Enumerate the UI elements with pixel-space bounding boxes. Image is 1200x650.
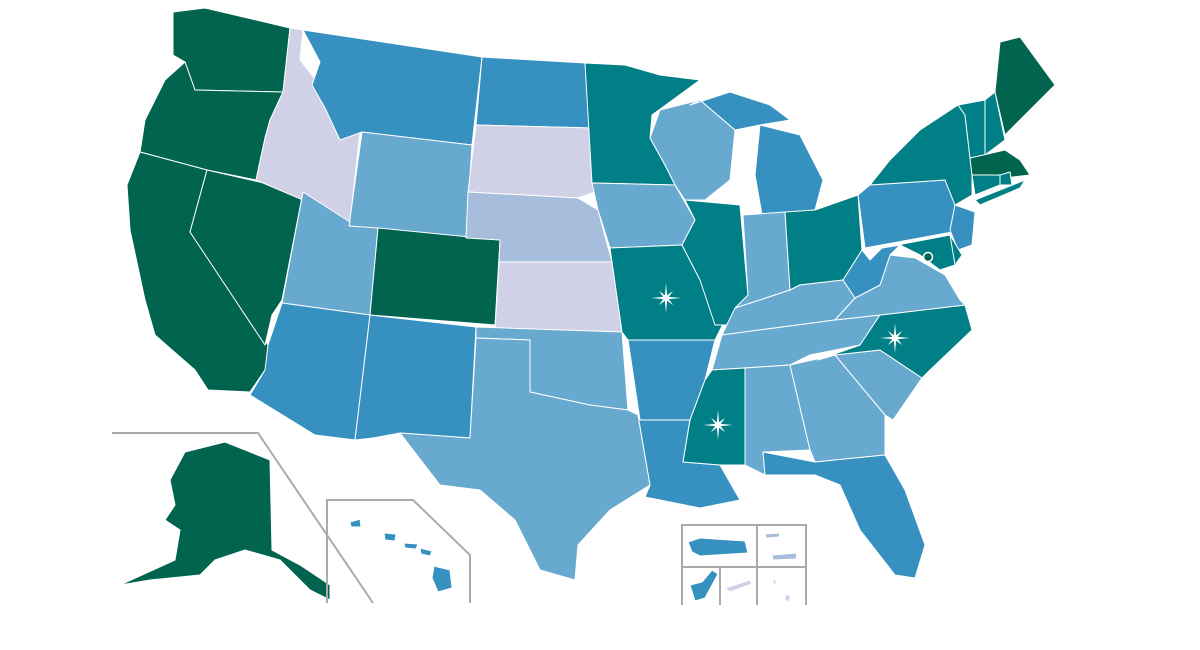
state-shape — [255, 27, 361, 223]
state-nh[interactable] — [984, 91, 1006, 156]
state-shape — [591, 182, 696, 249]
state-dc[interactable] — [922, 251, 934, 263]
state-wy[interactable] — [348, 131, 473, 239]
state-hi[interactable] — [349, 518, 453, 593]
state-shape — [984, 91, 1006, 156]
state-shape — [754, 124, 824, 216]
state-shape — [348, 131, 473, 239]
state-shape — [999, 171, 1013, 186]
state-shape — [772, 579, 777, 585]
state-il[interactable] — [681, 199, 749, 326]
state-co[interactable] — [369, 227, 501, 326]
state-shape — [681, 199, 749, 326]
state-md[interactable] — [881, 234, 956, 271]
state-fl[interactable] — [762, 451, 926, 579]
state-shape — [431, 565, 453, 593]
state-shape — [687, 537, 749, 557]
star-marker-icon — [651, 283, 681, 313]
state-shape — [881, 234, 956, 271]
state-shape — [403, 542, 419, 550]
state-shape — [724, 579, 753, 593]
state-shape — [689, 91, 791, 131]
states-layer — [119, 7, 1056, 602]
state-mi[interactable] — [689, 91, 824, 216]
state-ak[interactable] — [119, 441, 331, 601]
state-shape — [354, 314, 477, 441]
state-mt[interactable] — [302, 29, 483, 146]
state-nj[interactable] — [949, 204, 976, 251]
state-shape — [771, 552, 798, 561]
state-gu[interactable] — [689, 569, 719, 602]
state-shape — [784, 594, 791, 602]
state-shape — [764, 532, 781, 539]
state-vi[interactable] — [764, 532, 798, 561]
state-as[interactable] — [772, 579, 791, 602]
state-sd[interactable] — [467, 124, 596, 199]
state-shape — [949, 204, 976, 251]
state-shape — [475, 56, 593, 129]
inset-frames — [112, 432, 807, 605]
star-marker-icon — [880, 323, 910, 353]
state-shape — [349, 518, 362, 528]
state-ia[interactable] — [591, 182, 696, 249]
state-nd[interactable] — [475, 56, 593, 129]
state-shape — [494, 261, 623, 333]
hawaii-inset-border — [326, 499, 471, 603]
state-shape — [994, 36, 1056, 136]
state-shape — [369, 227, 501, 326]
star-marker-icon — [703, 410, 733, 440]
state-shape — [399, 337, 651, 581]
state-markers — [651, 283, 910, 440]
alaska-inset-border — [112, 432, 374, 604]
state-shape — [419, 547, 433, 557]
state-shape — [689, 569, 719, 602]
state-shape — [383, 532, 397, 542]
state-nm[interactable] — [354, 314, 477, 441]
state-ri[interactable] — [999, 171, 1013, 186]
state-mp[interactable] — [724, 579, 753, 593]
state-shape — [302, 29, 483, 146]
state-shape — [119, 441, 331, 601]
territories-inset-border — [681, 524, 807, 605]
state-shape — [762, 451, 926, 579]
state-shape — [467, 124, 596, 199]
state-ks[interactable] — [494, 261, 623, 333]
state-shape — [974, 179, 1026, 206]
state-pr[interactable] — [687, 537, 749, 557]
state-me[interactable] — [994, 36, 1056, 136]
state-tx[interactable] — [399, 337, 651, 581]
state-id[interactable] — [255, 27, 361, 223]
